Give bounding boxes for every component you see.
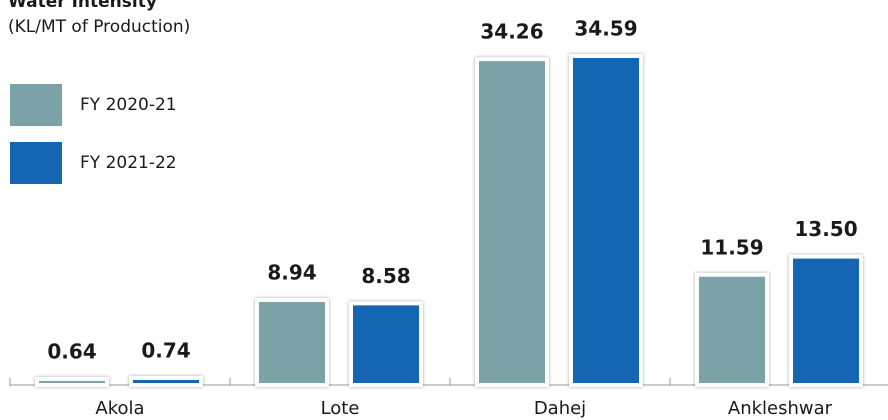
bar	[255, 297, 329, 387]
bar	[349, 301, 423, 388]
legend-label: FY 2020-21	[80, 95, 177, 115]
bar	[35, 376, 109, 387]
data-label: 8.58	[361, 264, 410, 288]
data-label: 0.64	[47, 339, 96, 363]
bar	[569, 54, 643, 387]
x-tick-label: Lote	[321, 398, 360, 419]
legend-label: FY 2021-22	[80, 153, 177, 173]
x-tick-label: Akola	[95, 398, 144, 419]
bar	[789, 254, 863, 387]
data-label: 0.74	[141, 338, 190, 362]
data-label: 34.59	[574, 17, 637, 41]
bar	[695, 272, 769, 387]
chart-title: Water Intensity	[8, 0, 157, 12]
data-label: 11.59	[700, 235, 763, 259]
x-tick-label: Ankleshwar	[728, 398, 833, 419]
bar	[475, 57, 549, 388]
chart-subtitle: (KL/MT of Production)	[8, 17, 190, 37]
data-label: 34.26	[480, 20, 543, 44]
data-label: 13.50	[794, 217, 857, 241]
legend-swatch	[10, 142, 62, 184]
legend-swatch	[10, 84, 62, 126]
bar	[129, 375, 203, 387]
data-label: 8.94	[267, 260, 316, 284]
x-tick-label: Dahej	[534, 398, 586, 419]
